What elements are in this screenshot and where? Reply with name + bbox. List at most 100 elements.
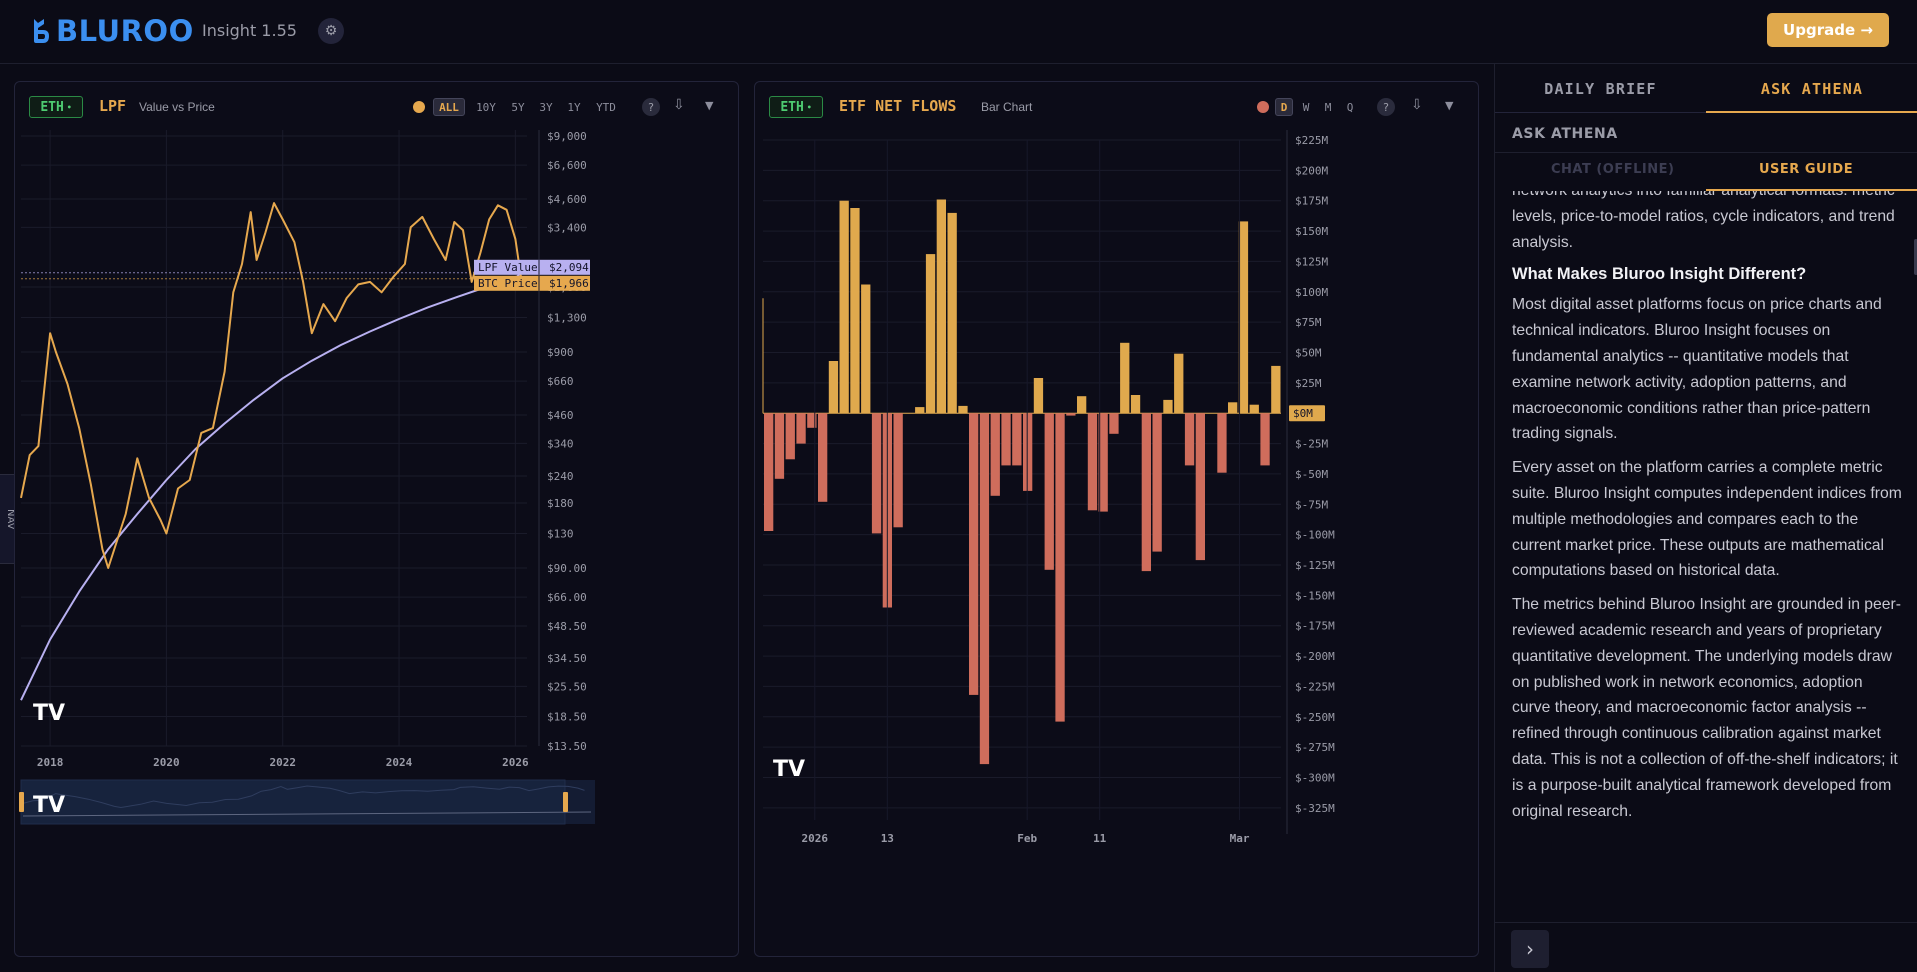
collapse-triangle-icon[interactable]: ▼ bbox=[1445, 99, 1454, 112]
panel-title: ETF NET FLOWS bbox=[839, 97, 957, 115]
y-tick-label: $200M bbox=[1295, 164, 1328, 177]
series-name-label: LPF Value bbox=[478, 261, 538, 274]
range-5y-button[interactable]: 5Y bbox=[511, 100, 525, 114]
y-tick-label: $-250M bbox=[1295, 711, 1335, 724]
asset-selector[interactable]: ETH • bbox=[769, 96, 823, 118]
panel-title: LPF bbox=[99, 97, 127, 115]
series-color-dot[interactable] bbox=[1257, 101, 1269, 113]
flow-bar bbox=[764, 413, 774, 531]
sidebar-collapse-button[interactable]: › bbox=[1511, 930, 1549, 968]
y-tick-label: $-300M bbox=[1295, 772, 1335, 785]
help-button[interactable]: ? bbox=[642, 98, 660, 116]
help-button[interactable]: ? bbox=[1377, 98, 1395, 116]
range-1y-button[interactable]: 1Y bbox=[567, 100, 581, 114]
download-icon[interactable]: ⇩ bbox=[673, 97, 685, 113]
x-tick-label: 2018 bbox=[37, 756, 64, 769]
flow-bar bbox=[958, 405, 968, 414]
y-tick-label: $-175M bbox=[1295, 620, 1335, 633]
y-tick-label: $18.50 bbox=[547, 710, 587, 723]
flow-bar bbox=[1249, 404, 1259, 414]
tradingview-logo: TV bbox=[773, 757, 805, 782]
flow-bar bbox=[915, 407, 925, 414]
x-tick-label: Feb bbox=[1017, 832, 1037, 845]
flow-bar bbox=[1271, 365, 1281, 414]
active-subtab-indicator bbox=[1706, 189, 1917, 191]
app-version-label: Insight 1.55 bbox=[202, 21, 297, 40]
flow-bar bbox=[1195, 413, 1205, 561]
tag-background bbox=[1289, 405, 1325, 422]
brand-logo[interactable]: BLUROO bbox=[30, 12, 194, 50]
y-tick-label: $9,000 bbox=[547, 130, 587, 143]
flow-bar bbox=[1109, 413, 1119, 434]
y-tick-label: $900 bbox=[547, 346, 574, 359]
x-tick-label: 11 bbox=[1093, 832, 1107, 845]
collapse-triangle-icon[interactable]: ▼ bbox=[705, 99, 714, 112]
y-tick-label: $4,600 bbox=[547, 193, 587, 206]
series-value-label: $2,094 bbox=[549, 261, 589, 274]
tag-background bbox=[474, 259, 590, 275]
asset-label: ETH bbox=[40, 99, 64, 115]
y-tick-label: $-50M bbox=[1295, 468, 1328, 481]
y-tick-label: $-75M bbox=[1295, 498, 1328, 511]
period-q-button[interactable]: Q bbox=[1346, 100, 1354, 114]
subtab-user-guide[interactable]: USER GUIDE bbox=[1759, 162, 1854, 177]
y-tick-label: $1,300 bbox=[547, 312, 587, 325]
flow-bar bbox=[1001, 413, 1011, 466]
range-all-button[interactable]: ALL bbox=[433, 98, 465, 116]
x-tick-label: 2022 bbox=[269, 756, 296, 769]
flow-bar bbox=[1163, 399, 1173, 414]
flow-bar bbox=[871, 413, 882, 534]
flow-bar bbox=[861, 284, 871, 414]
y-tick-label: $-125M bbox=[1295, 559, 1335, 572]
panel-header: ETH • ETF NET FLOWS Bar Chart D W M Q ? ⇩… bbox=[755, 82, 1478, 130]
period-m-button[interactable]: M bbox=[1324, 100, 1332, 114]
guide-paragraph: The metrics behind Bluroo Insight are gr… bbox=[1512, 596, 1901, 820]
asset-selector[interactable]: ETH • bbox=[29, 96, 83, 118]
flow-bar bbox=[1184, 413, 1195, 466]
y-tick-label: $6,600 bbox=[547, 159, 587, 172]
tab-ask-athena[interactable]: ASK ATHENA bbox=[1760, 80, 1864, 98]
navigator-baseline bbox=[22, 811, 592, 817]
flow-bar bbox=[850, 208, 860, 414]
flow-bar bbox=[979, 413, 990, 765]
flow-bar bbox=[893, 413, 903, 528]
tab-daily-brief[interactable]: DAILY BRIEF bbox=[1544, 80, 1657, 98]
subtab-chat[interactable]: CHAT (OFFLINE) bbox=[1551, 162, 1675, 177]
flow-bar bbox=[1055, 413, 1065, 722]
flow-bar bbox=[828, 361, 839, 414]
guide-paragraph: Most digital asset platforms focus on pr… bbox=[1512, 296, 1882, 443]
y-tick-label: $-275M bbox=[1295, 741, 1335, 754]
lpf-chart[interactable]: 2018 2020 2022 2024 2026 $9,000 $6,600 $4,600 $3… bbox=[15, 130, 738, 956]
user-guide-content[interactable]: network analytics into familiar analytic… bbox=[1495, 191, 1917, 907]
period-w-button[interactable]: W bbox=[1302, 100, 1310, 114]
download-icon[interactable]: ⇩ bbox=[1411, 97, 1423, 113]
etf-flows-chart-panel: ETH • ETF NET FLOWS Bar Chart D W M Q ? ⇩… bbox=[754, 81, 1479, 957]
bluroo-logo-icon bbox=[34, 19, 49, 43]
upgrade-button[interactable]: Upgrade → bbox=[1767, 13, 1889, 47]
etf-flows-chart[interactable]: $225M $200M $175M $150M $125M $100M $75M $50M $2… bbox=[755, 130, 1478, 956]
flow-bar bbox=[1130, 395, 1141, 414]
zero-value-tag: $0M bbox=[1289, 405, 1325, 422]
range-10y-button[interactable]: 10Y bbox=[476, 100, 496, 114]
panel-header: ETH • LPF Value vs Price ALL 10Y 5Y 3Y 1Y… bbox=[15, 82, 738, 130]
tradingview-logo: TV bbox=[33, 793, 65, 818]
lpf-value-tag: LPF Value $2,094 bbox=[474, 259, 590, 275]
settings-button[interactable]: ⚙ bbox=[318, 18, 344, 44]
period-d-button[interactable]: D bbox=[1275, 98, 1293, 116]
scrollbar-thumb[interactable] bbox=[1914, 239, 1917, 275]
y-tick-label: $50M bbox=[1295, 347, 1322, 360]
flow-bar bbox=[1066, 413, 1076, 416]
flow-bar bbox=[1033, 378, 1044, 414]
lpf-chart-panel: ETH • LPF Value vs Price ALL 10Y 5Y 3Y 1Y… bbox=[14, 81, 739, 957]
y-tick-label: $-200M bbox=[1295, 650, 1335, 663]
y-tick-label: $48.50 bbox=[547, 620, 587, 633]
y-tick-label: $225M bbox=[1295, 134, 1328, 147]
flow-bar bbox=[796, 413, 806, 444]
y-tick-label: $180 bbox=[547, 497, 574, 510]
range-3y-button[interactable]: 3Y bbox=[539, 100, 553, 114]
range-ytd-button[interactable]: YTD bbox=[596, 100, 616, 114]
section-divider bbox=[1495, 152, 1917, 153]
flow-bar bbox=[936, 199, 946, 414]
flow-bar bbox=[1238, 221, 1249, 414]
series-color-dot[interactable] bbox=[413, 101, 425, 113]
